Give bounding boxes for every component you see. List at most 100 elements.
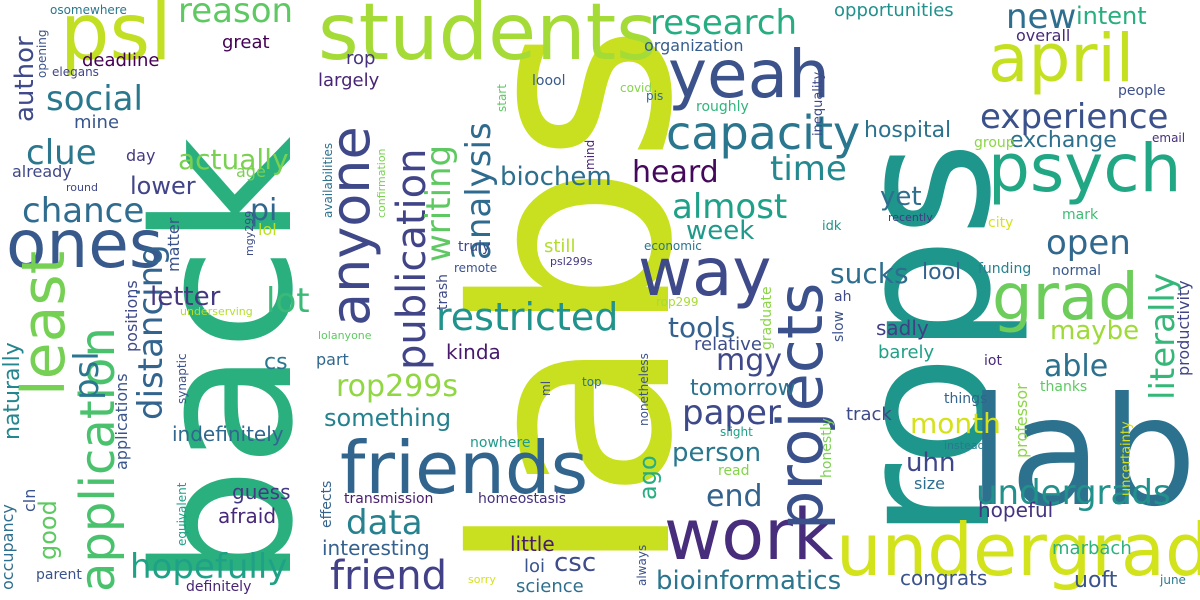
word-marbach: marbach xyxy=(1052,538,1132,559)
word-uoft: uoft xyxy=(1074,568,1118,593)
word-ml: ml xyxy=(539,380,553,396)
word-nonetheless: nonetheless xyxy=(637,353,651,426)
word-trash: trash xyxy=(435,274,451,310)
word-afraid: afraid xyxy=(218,504,277,528)
word-deadline: deadline xyxy=(82,50,160,71)
word-hopeful: hopeful xyxy=(978,498,1054,522)
word-opportunities: opportunities xyxy=(834,0,954,21)
word-day: day xyxy=(126,146,156,165)
word-occupancy: occupancy xyxy=(0,504,17,590)
word-group: group xyxy=(974,135,1015,151)
word-end: end xyxy=(706,479,763,514)
word-psych: psych xyxy=(988,130,1182,207)
word-data: data xyxy=(346,503,423,543)
word-start: start xyxy=(495,84,509,112)
word-yet: yet xyxy=(880,182,922,212)
word-pi: pi xyxy=(250,193,278,228)
word-mine: mine xyxy=(74,112,120,133)
word-csc: csc xyxy=(554,548,597,578)
word-undergrads: undergrads xyxy=(976,473,1171,513)
word-already: already xyxy=(12,162,72,181)
word-uncertainty: uncertainty xyxy=(1119,421,1134,496)
word-indefinitely: indefinitely xyxy=(172,422,284,446)
word-social: social xyxy=(46,79,143,119)
word-paper: paper xyxy=(682,393,781,433)
word-rop299: rop299 xyxy=(656,295,699,309)
word-month: month xyxy=(910,407,1001,440)
word-people: people xyxy=(1118,83,1166,99)
word-yeah: yeah xyxy=(668,36,830,113)
word-graduate: graduate xyxy=(759,286,775,350)
word-positions: positions xyxy=(122,280,141,352)
word-naturally: naturally xyxy=(0,342,25,440)
word-relative: relative xyxy=(694,334,762,355)
word-lot: lot xyxy=(266,281,310,321)
word-mgy: mgy xyxy=(716,343,783,378)
word-lol: lol xyxy=(258,220,277,239)
word-funding: funding xyxy=(978,261,1032,277)
word-april: april xyxy=(988,20,1135,97)
word-cs: cs xyxy=(264,350,288,375)
word-confirmation: confirmation xyxy=(375,148,388,218)
word-overall: overall xyxy=(1016,26,1071,45)
word-june: june xyxy=(1160,573,1186,587)
word-undergrad: undergrad xyxy=(836,508,1200,592)
word-mind: mind xyxy=(583,139,597,170)
word-hopefully: hopefully xyxy=(130,547,288,587)
word-psl-small: psl xyxy=(67,351,107,400)
word-time: time xyxy=(770,149,847,189)
word-roughly: roughly xyxy=(696,99,749,115)
word-biochem: biochem xyxy=(500,162,612,192)
word-iot: iot xyxy=(984,353,1002,369)
word-ones: ones xyxy=(6,206,164,283)
word-science: science xyxy=(516,576,584,597)
word-way: way xyxy=(638,234,772,311)
word-psl: psl xyxy=(60,0,172,78)
word-reason: reason xyxy=(178,0,294,31)
word-research: research xyxy=(650,3,798,43)
word-recently: recently xyxy=(888,211,933,224)
word-nowhere: nowhere xyxy=(470,435,531,451)
word-slow: slow xyxy=(831,310,847,342)
word-mark: mark xyxy=(1062,207,1099,223)
word-rop: rop xyxy=(346,48,376,69)
word-interesting: interesting xyxy=(322,536,430,560)
word-friend: friend xyxy=(330,553,447,599)
word-professor: professor xyxy=(1012,383,1031,458)
word-actually: actually xyxy=(178,143,289,176)
word-little: little xyxy=(510,532,555,556)
word-honestly: honestly xyxy=(819,418,835,478)
word-normal: normal xyxy=(1052,263,1102,279)
word-bioinformatics: bioinformatics xyxy=(656,566,842,596)
word-read: read xyxy=(718,463,750,479)
word-cln: cln xyxy=(20,488,39,512)
word-parent: parent xyxy=(36,567,82,583)
word-underserving: underserving xyxy=(180,305,253,318)
word-lab: lab xyxy=(968,366,1197,540)
word-students: students xyxy=(318,0,657,78)
word-truly: truly xyxy=(458,239,491,255)
word-productivity: productivity xyxy=(1174,280,1193,376)
word-grad: grad xyxy=(992,261,1139,335)
word-idk: idk xyxy=(822,219,842,234)
word-inequality: inequality xyxy=(811,71,826,136)
word-sadly: sadly xyxy=(876,316,929,340)
word-capacity: capacity xyxy=(666,106,861,160)
word-loi: loi xyxy=(524,556,546,577)
word-email: email xyxy=(1152,131,1186,145)
word-week: week xyxy=(686,216,755,246)
word-top: top xyxy=(582,375,602,389)
word-osomewhere: osomewhere xyxy=(50,3,127,17)
word-person: person xyxy=(672,438,762,468)
word-experience: experience xyxy=(980,97,1169,137)
word-kinda: kinda xyxy=(446,340,501,364)
word-covid: covid xyxy=(620,81,652,95)
word-still: still xyxy=(544,236,576,257)
word-synaptic: synaptic xyxy=(175,353,189,404)
word-letter: letter xyxy=(150,282,221,312)
word-lool: lool xyxy=(922,260,962,285)
word-size: size xyxy=(914,474,946,493)
word-matter: matter xyxy=(164,217,183,272)
word-guess: guess xyxy=(232,480,291,504)
